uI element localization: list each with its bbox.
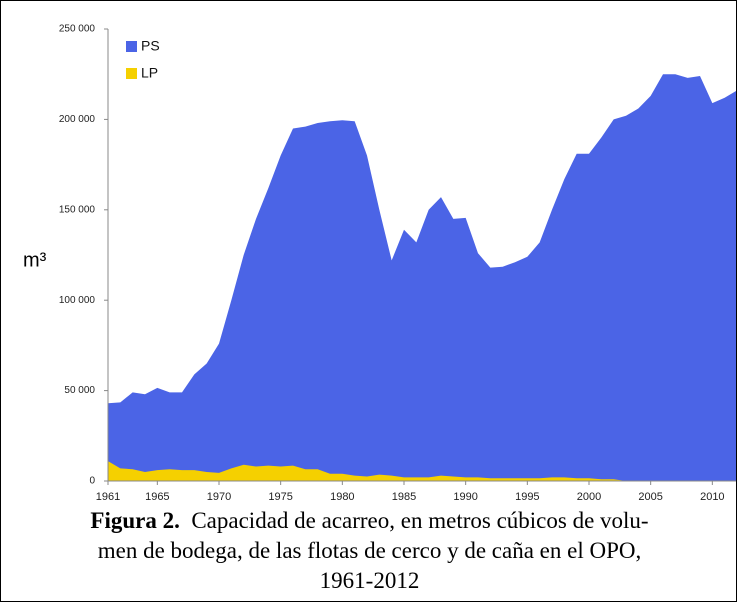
y-tick-label: 200 000 [59,114,96,125]
y-tick-label: 0 [89,476,95,487]
x-tick-label: 1970 [207,491,231,503]
x-tick-label: 2000 [577,491,601,503]
x-tick-label: 1975 [268,491,292,503]
caption-line: men de bodega, de las flotas de cerco y … [97,538,642,563]
caption-line: Figura 2. Capacidad de acarreo, en metro… [1,506,736,536]
area [108,461,736,481]
x-tick-label: 1961 [96,491,120,503]
legend-swatch [126,68,137,79]
x-tick-label: 1995 [515,491,539,503]
legend-label: PS [141,38,160,54]
legend-swatch [126,41,137,52]
y-axis-label: m³ [23,249,47,271]
area [108,74,736,481]
x-tick-label: 1990 [453,491,477,503]
chart: m³ 0 50 000 100 000 150 000 200 000 250 000 19… [23,24,736,503]
x-tick-label: 1965 [145,491,169,503]
y-tick-label: 150 000 [59,204,96,215]
x-tick-label: 1985 [392,491,416,503]
y-tick-label: 250 000 [59,24,96,35]
caption-text: Capacidad de acarreo, en metros cúbicos … [191,508,649,533]
legend-label: LP [141,65,158,81]
caption-line: 1961-2012 [319,568,420,593]
x-tick-label: 1980 [330,491,354,503]
y-tick-label: 100 000 [59,295,96,306]
x-tick-label: 2010 [700,491,724,503]
caption-label: Figura 2. [90,508,180,533]
x-tick-label: 2005 [638,491,662,503]
caption: Figura 2. Capacidad de acarreo, en metro… [1,506,736,596]
y-tick-label: 50 000 [64,385,95,396]
